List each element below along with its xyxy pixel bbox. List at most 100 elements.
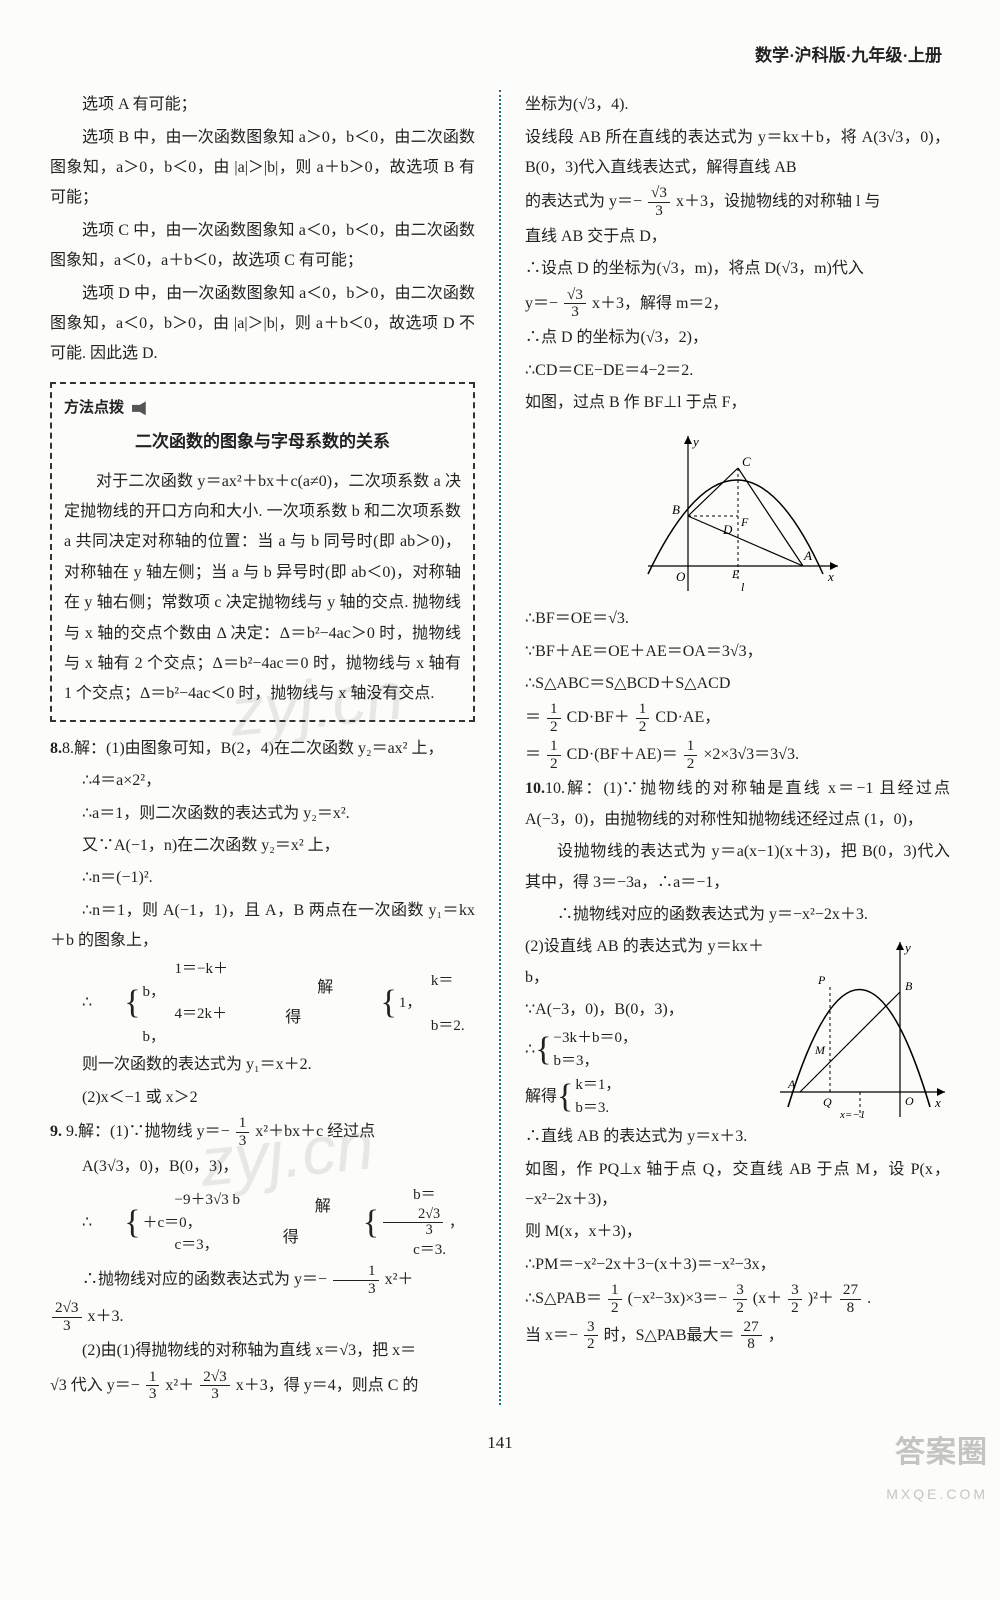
text: (2)x＜−1 或 x＞2: [50, 1083, 475, 1113]
equation: −3k＋b＝0，: [554, 1027, 637, 1050]
text: (2)由(1)得抛物线的对称轴为直线 x＝√3，把 x＝: [50, 1336, 475, 1366]
text: x²＋: [165, 1377, 194, 1394]
text: x＋3.: [88, 1308, 124, 1325]
fraction: 32: [584, 1319, 598, 1353]
brace-left-lines: 1＝−k＋b， 4＝2k＋b，: [143, 958, 250, 1048]
fraction: 32: [733, 1282, 747, 1316]
text: ×2×3√3＝3√3.: [703, 746, 799, 763]
text: y＝− √33 x＋3，解得 m＝2，: [525, 287, 950, 321]
text: (x＋: [753, 1290, 782, 1307]
point-label: D: [722, 522, 733, 537]
line-ab: [800, 992, 900, 1092]
text: x＋3，得 y＝4，则点 C 的: [236, 1377, 419, 1394]
text: 2√33 x＋3.: [50, 1300, 475, 1334]
text: b＝: [413, 1187, 436, 1203]
text: x＋3，设抛物线的对称轴 l 与: [676, 193, 880, 210]
text: 又∵A(−1，n)在二次函数 y₂＝x² 上，: [50, 831, 475, 861]
text: ∴点 D 的坐标为(√3，2)，: [525, 323, 950, 353]
text: ∵BF＋AE＝OE＋AE＝OA＝3√3，: [525, 637, 950, 667]
axis-annotation: x=−1: [839, 1109, 865, 1121]
text: ＝: [525, 746, 541, 763]
solution-line: 8.8.解：(1)由图象可知，B(2，4)在二次函数 y₂＝ax² 上，: [50, 734, 475, 764]
text: 9.解：(1)∵抛物线 y＝−: [66, 1123, 230, 1140]
text: 则 M(x，x＋3)，: [525, 1217, 950, 1247]
text: 解得: [283, 1192, 331, 1253]
content-columns: 选项 A 有可能； 选项 B 中，由一次函数图象知 a＞0，b＜0，由二次函数图…: [50, 90, 950, 1405]
text: 设抛物线的表达式为 y＝a(x−1)(x＋3)，把 B(0，3)代入其中，得 3…: [525, 837, 950, 898]
text: ＝: [525, 709, 541, 726]
point-label: O: [676, 569, 686, 584]
text: ∴抛物线对应的函数表达式为 y＝− 13 x²＋: [50, 1263, 475, 1297]
text: ∴PM＝−x²−2x＋3−(x＋3)＝−x²−3x，: [525, 1250, 950, 1280]
question-number: 9.: [50, 1123, 62, 1140]
fraction: √33: [648, 185, 670, 219]
point-label: P: [817, 973, 826, 987]
point-label: Q: [823, 1095, 832, 1109]
text: ∴S△PAB＝ 12 (−x²−3x)×3＝− 32 (x＋ 32 )²＋ 27…: [525, 1282, 950, 1316]
right-column: 坐标为(√3，4). 设线段 AB 所在直线的表达式为 y＝kx＋b，将 A(3…: [525, 90, 950, 1405]
fraction: 12: [547, 738, 561, 772]
text: 选项 C 中，由一次函数图象知 a＜0，b＜0，由二次函数图象知，a＜0，a＋b…: [50, 216, 475, 277]
text: ∴直线 AB 的表达式为 y＝x＋3.: [525, 1122, 950, 1152]
equation: 1＝−k＋b，: [143, 958, 250, 1003]
fraction: 278: [741, 1319, 762, 1353]
equation: c＝3.: [381, 1239, 475, 1262]
parabola-curve: [648, 480, 823, 574]
text: 直线 AB 交于点 D，: [525, 222, 950, 252]
column-divider: [499, 90, 501, 1405]
text: 选项 D 中，由一次函数图象知 a＜0，b＞0，由二次函数图象知，a＜0，b＞0…: [50, 279, 475, 370]
text: y＝−: [525, 295, 558, 312]
text: ∴抛物线对应的函数表达式为 y＝−: [82, 1271, 327, 1288]
parabola-curve: [788, 990, 930, 1108]
text: 的表达式为 y＝−: [525, 193, 642, 210]
text: CD·AE，: [655, 709, 720, 726]
fraction: 13: [333, 1263, 379, 1297]
text: CD·(BF＋AE)＝: [567, 746, 678, 763]
text: 选项 B 中，由一次函数图象知 a＞0，b＜0，由二次函数图象知，a＞0，b＜0…: [50, 123, 475, 214]
equation: b＝ 2√33 ，: [381, 1184, 475, 1239]
text: ∴n＝(−1)².: [50, 863, 475, 893]
text: 如图，作 PQ⊥x 轴于点 Q，交直线 AB 于点 M，设 P(x，−x²−2x…: [525, 1155, 950, 1216]
left-brace-icon: {: [557, 1080, 573, 1114]
text: √3 代入 y＝− 13 x²＋ 2√33 x＋3，得 y＝4，则点 C 的: [50, 1369, 475, 1403]
point-label: E: [731, 567, 740, 581]
text: .: [867, 1290, 871, 1307]
point-label: B: [905, 979, 913, 993]
text: ∴BF＝OE＝√3.: [525, 604, 950, 634]
text: ，: [449, 1214, 464, 1230]
equation: c＝3，: [143, 1234, 247, 1257]
text: A(3√3，0)，B(0，3)，: [50, 1152, 475, 1182]
text: 8.解：(1)由图象可知，B(2，4)在二次函数 y₂＝ax² 上，: [62, 740, 443, 757]
point-label: B: [672, 502, 680, 517]
fraction: 13: [236, 1115, 250, 1149]
equation: k＝1，: [575, 1074, 620, 1097]
corner-brand: 答案圈 MXQE.COM: [886, 1424, 988, 1508]
brace-system: ∴{ 1＝−k＋b， 4＝2k＋b， 解得 { k＝1， b＝2.: [50, 958, 475, 1048]
bc-segment: [688, 468, 738, 516]
question-number: 10.: [525, 780, 545, 797]
question-number: 8.: [50, 740, 62, 757]
left-brace-icon: {: [331, 1206, 379, 1240]
box-header: 方法点拨: [64, 394, 461, 423]
equation: b＝3.: [575, 1097, 620, 1120]
equation: 4＝2k＋b，: [143, 1003, 250, 1048]
point-label: F: [740, 515, 749, 529]
left-brace-icon: {: [92, 1206, 140, 1240]
text: 选项 A 有可能；: [50, 90, 475, 120]
text: √3 代入 y＝−: [50, 1377, 140, 1394]
figure-parabola-1: y x O B C D F A E l: [628, 426, 848, 596]
fraction: √33: [564, 287, 586, 321]
text: ＝ 12 CD·BF＋ 12 CD·AE，: [525, 701, 950, 735]
text: (2)设直线 AB 的表达式为 y＝kx＋b，: [525, 932, 764, 993]
text: 时，S△PAB最大＝: [604, 1327, 735, 1344]
equation: k＝1，: [399, 970, 475, 1015]
equation: −9＋3√3 b＋c＝0，: [143, 1189, 247, 1234]
point-label: l: [741, 580, 745, 594]
point-label: C: [742, 454, 751, 469]
brace-right-lines: k＝1， b＝2.: [399, 970, 475, 1038]
point-label: A: [803, 548, 812, 563]
fraction: 12: [684, 738, 698, 772]
text: 则一次函数的表达式为 y₁＝x＋2.: [50, 1050, 475, 1080]
speaker-icon: [132, 401, 152, 415]
text: x²＋: [385, 1271, 414, 1288]
